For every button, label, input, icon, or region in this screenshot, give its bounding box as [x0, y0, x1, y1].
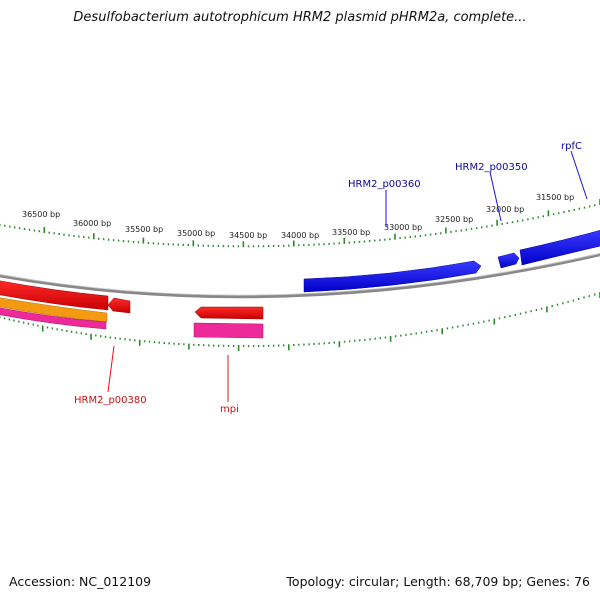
gene-label-mpi[interactable]: mpi [220, 404, 239, 415]
gene-label-HRM2_p00360[interactable]: HRM2_p00360 [348, 179, 421, 190]
leader-HRM2_p00380 [107, 345, 115, 393]
scale-label: 35000 bp [177, 229, 215, 238]
inner-scale-ring [0, 292, 600, 351]
scale-label: 34000 bp [281, 231, 319, 240]
gene-HRM2_p00360[interactable] [303, 260, 482, 293]
backbone-highlight [0, 253, 600, 296]
forward-strand-genes [303, 229, 600, 293]
scale-label: 33500 bp [332, 228, 370, 237]
gene-HRM2_p00350[interactable] [497, 252, 520, 269]
gene-labels: rpfC HRM2_p00350 HRM2_p00360 HRM2_p00380… [74, 141, 582, 415]
leader-rpfC [570, 150, 588, 200]
gene-label-HRM2_p00350[interactable]: HRM2_p00350 [455, 162, 528, 173]
scale-label: 31500 bp [536, 193, 574, 202]
map-title: Desulfobacterium autotrophicum HRM2 plas… [73, 10, 527, 25]
gene-HRM2_p00380[interactable] [0, 307, 107, 330]
leader-HRM2_p00350 [489, 171, 502, 222]
scale-label: 34500 bp [229, 231, 267, 240]
scale-label: 36500 bp [22, 210, 60, 219]
gene-mpi[interactable] [193, 322, 264, 339]
gene-red-small[interactable] [107, 297, 131, 314]
outer-scale-ring [0, 199, 600, 248]
gene-label-rpfC[interactable]: rpfC [561, 141, 582, 152]
gene-orange[interactable] [0, 297, 108, 323]
scale-label: 32000 bp [486, 205, 524, 214]
scale-label: 36000 bp [73, 219, 111, 228]
reverse-strand-genes [0, 280, 264, 339]
topology-summary: Topology: circular; Length: 68,709 bp; G… [286, 574, 590, 589]
scale-label: 35500 bp [125, 225, 163, 234]
accession-text: Accession: NC_012109 [9, 574, 152, 589]
backbone-arc [0, 252, 600, 299]
gene-red-large[interactable] [0, 280, 109, 311]
gene-label-HRM2_p00380[interactable]: HRM2_p00380 [74, 395, 147, 406]
scale-label: 32500 bp [435, 215, 473, 224]
scale-label: 33000 bp [384, 223, 422, 232]
gene-rpfC[interactable] [519, 229, 600, 266]
gene-mpi-red[interactable] [194, 306, 264, 320]
label-leaders [107, 150, 588, 402]
scale-labels: 36500 bp 36000 bp 35500 bp 35000 bp 3450… [22, 193, 574, 240]
